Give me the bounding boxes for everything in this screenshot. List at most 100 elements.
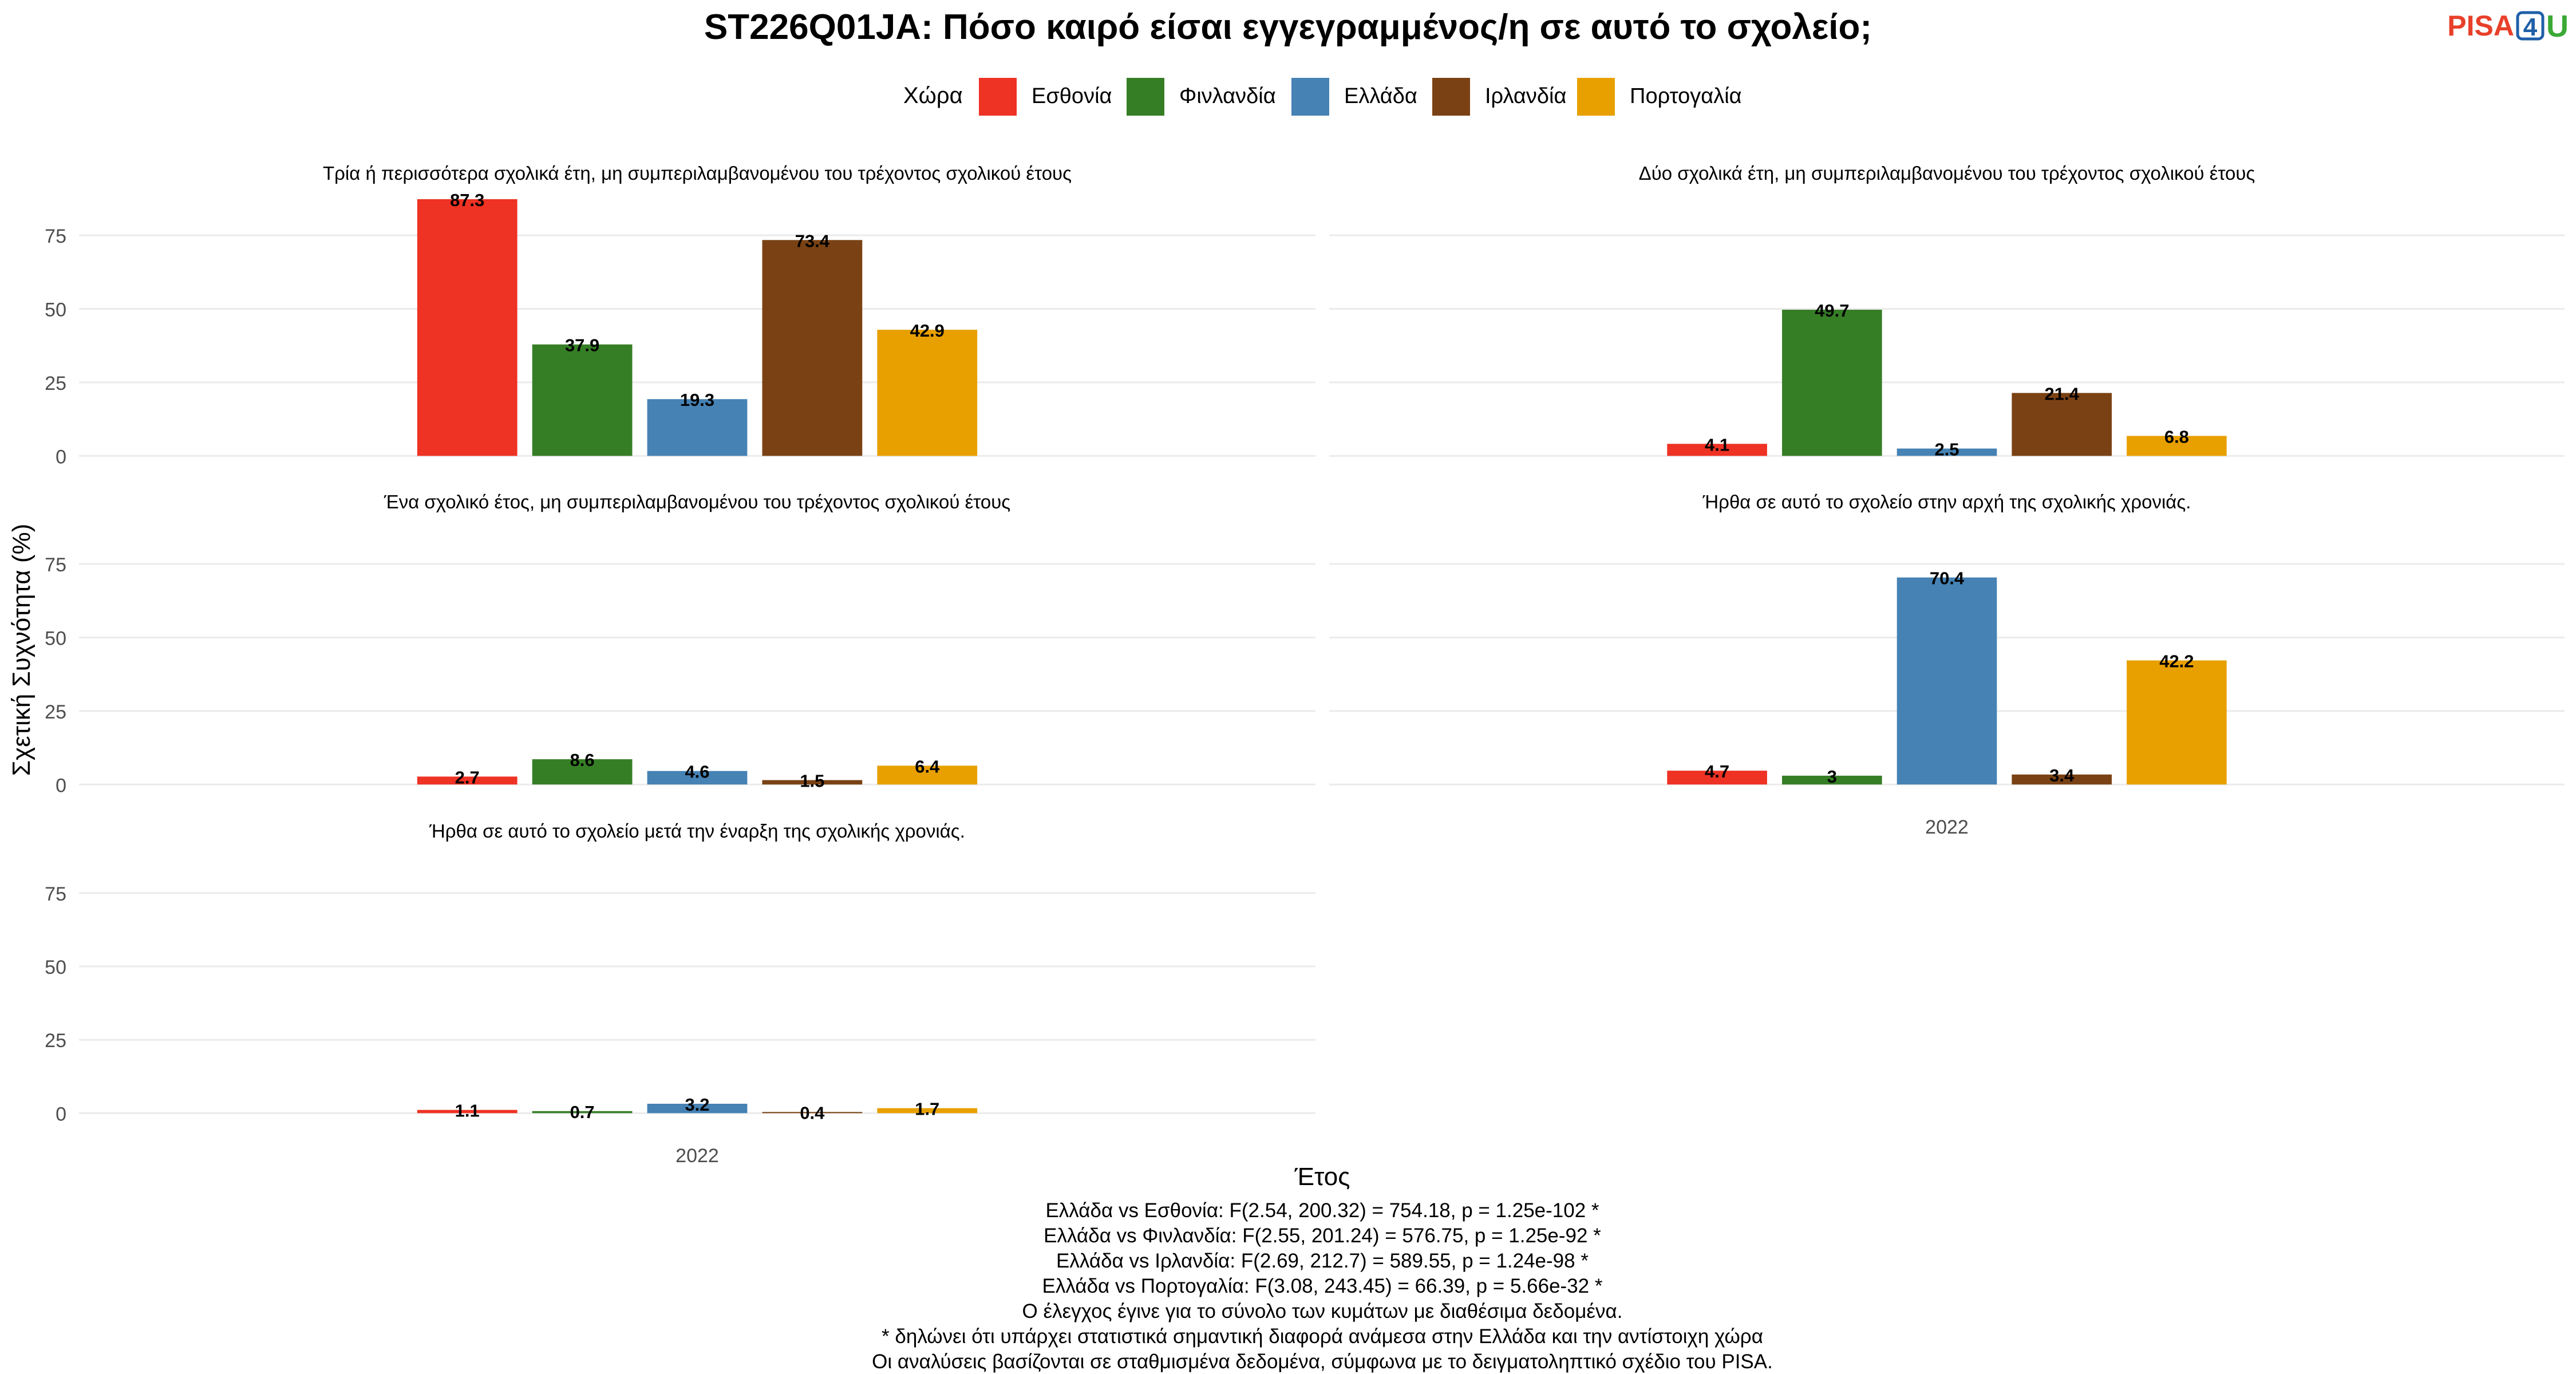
bar-value-label: 70.4 — [1930, 568, 1965, 589]
legend-entry: Ελλάδα — [1344, 84, 1417, 108]
legend-swatch — [1432, 78, 1470, 116]
bar — [877, 1108, 978, 1114]
bar-value-label: 2.5 — [1934, 439, 1959, 459]
y-tick-label: 50 — [45, 957, 66, 978]
bar — [1782, 310, 1882, 456]
bar — [762, 780, 863, 785]
facet-title: Ήρθα σε αυτό το σχολείο μετά την έναρξη … — [429, 820, 965, 842]
bar-value-label: 4.6 — [685, 762, 709, 782]
facet-panels: Τρία ή περισσότερα σχολικά έτη, μη συμπε… — [45, 163, 2565, 1167]
bar — [1897, 577, 1997, 785]
bar — [2012, 393, 2112, 456]
bar — [417, 776, 517, 785]
bar — [417, 1110, 517, 1114]
y-tick-label: 75 — [45, 883, 66, 905]
legend-swatch — [1291, 78, 1329, 116]
bar-value-label: 42.9 — [910, 321, 945, 341]
caption-line: Οι αναλύσεις βασίζονται σε σταθμισμένα δ… — [872, 1351, 1773, 1373]
x-tick-label: 2022 — [675, 1145, 719, 1167]
legend-title: Χώρα — [903, 83, 963, 108]
bar — [532, 1111, 633, 1114]
bar — [647, 1103, 748, 1114]
facet-panel: Ήρθα σε αυτό το σχολείο μετά την έναρξη … — [45, 820, 1315, 1167]
bar-value-label: 1.7 — [915, 1099, 939, 1119]
bar — [762, 240, 863, 456]
legend-entry: Πορτογαλία — [1630, 84, 1742, 108]
bar — [877, 329, 978, 456]
chart-title: ST226Q01JA: Πόσο καιρό είσαι εγγεγραμμέν… — [704, 7, 1872, 47]
bar — [1897, 448, 1997, 456]
legend-entry: Φινλανδία — [1179, 84, 1276, 108]
y-tick-label: 75 — [45, 226, 66, 247]
bar-value-label: 3.2 — [685, 1095, 709, 1115]
pisa4u-logo: PISA — [2447, 10, 2514, 42]
y-tick-label: 75 — [45, 554, 66, 576]
bar — [1782, 775, 1882, 785]
caption: Ελλάδα vs Εσθονία: F(2.54, 200.32) = 754… — [872, 1199, 1773, 1373]
bar-value-label: 1.5 — [800, 771, 824, 791]
bar-value-label: 19.3 — [680, 390, 714, 410]
legend-swatch — [1577, 78, 1615, 116]
bar-value-label: 8.6 — [570, 750, 595, 770]
caption-line: Ελλάδα vs Φινλανδία: F(2.55, 201.24) = 5… — [1044, 1225, 1601, 1247]
x-tick-label: 2022 — [1925, 816, 1969, 838]
bar-value-label: 1.1 — [455, 1101, 480, 1121]
bar — [2012, 774, 2112, 785]
bar — [1667, 444, 1767, 456]
bar — [762, 1112, 863, 1114]
bar — [2127, 660, 2227, 785]
bar-value-label: 4.1 — [1705, 435, 1729, 455]
bar — [647, 399, 748, 456]
bar — [1667, 771, 1767, 785]
caption-line: Ελλάδα vs Πορτογαλία: F(3.08, 243.45) = … — [1042, 1275, 1603, 1297]
bar-value-label: 42.2 — [2159, 652, 2194, 672]
bar — [2127, 436, 2227, 456]
bar-value-label: 73.4 — [795, 231, 830, 251]
bar — [532, 344, 633, 456]
facet-panel: Ένα σχολικό έτος, μη συμπεριλαμβανομένου… — [45, 491, 1315, 796]
y-tick-label: 25 — [45, 373, 66, 394]
logo-text-end: U — [2546, 9, 2569, 44]
x-axis-title: Έτος — [1294, 1163, 1350, 1191]
legend-swatch — [1127, 78, 1164, 116]
legend: Χώρα Εσθονία Φινλανδία Ελλάδα Ιρλανδία Πορτο… — [903, 78, 1742, 116]
bar-value-label: 0.4 — [800, 1103, 825, 1123]
caption-line: Ελλάδα vs Ιρλανδία: F(2.69, 212.7) = 589… — [1056, 1250, 1589, 1272]
bar-value-label: 21.4 — [2045, 384, 2080, 404]
y-tick-label: 0 — [56, 775, 66, 796]
y-tick-label: 25 — [45, 701, 66, 723]
facet-panel: Τρία ή περισσότερα σχολικά έτη, μη συμπε… — [45, 163, 1315, 468]
caption-line: * δηλώνει ότι υπάρχει στατιστικά σημαντι… — [882, 1325, 1763, 1348]
facet-panel: Δύο σχολικά έτη, μη συμπεριλαμβανομένου … — [1329, 163, 2565, 459]
y-tick-label: 0 — [56, 1103, 66, 1125]
legend-entry: Ιρλανδία — [1485, 84, 1566, 108]
y-axis-title: Σχετική Συχνότητα (%) — [7, 524, 35, 776]
bar-value-label: 0.7 — [570, 1102, 595, 1122]
logo-number: 4 — [2523, 13, 2538, 41]
bar-value-label: 37.9 — [565, 335, 599, 356]
caption-line: Ελλάδα vs Εσθονία: F(2.54, 200.32) = 754… — [1045, 1199, 1599, 1222]
bar-value-label: 6.4 — [915, 756, 940, 776]
logo-number-box — [2516, 11, 2545, 41]
bar-value-label: 87.3 — [450, 190, 484, 210]
facet-title: Τρία ή περισσότερα σχολικά έτη, μη συμπε… — [323, 163, 1072, 184]
bar-value-label: 2.7 — [455, 767, 480, 787]
bar — [417, 199, 517, 456]
facet-title: Δύο σχολικά έτη, μη συμπεριλαμβανομένου … — [1639, 163, 2255, 184]
bar — [532, 759, 633, 785]
bar-value-label: 49.7 — [1815, 301, 1849, 321]
y-tick-label: 50 — [45, 627, 66, 649]
logo-text-main: PISA — [2447, 10, 2514, 42]
facet-title: Ένα σχολικό έτος, μη συμπεριλαμβανομένου… — [384, 491, 1010, 512]
y-tick-label: 25 — [45, 1030, 66, 1052]
bar — [647, 771, 748, 785]
legend-swatch — [979, 78, 1017, 116]
facet-title: Ήρθα σε αυτό το σχολείο στην αρχή της σχ… — [1702, 491, 2191, 512]
caption-line: Ο έλεγχος έγινε για το σύνολο των κυμάτω… — [1022, 1300, 1623, 1322]
y-tick-label: 0 — [56, 446, 66, 468]
bar-value-label: 3 — [1827, 767, 1837, 787]
bar-value-label: 3.4 — [2049, 765, 2075, 785]
facet-panel: Ήρθα σε αυτό το σχολείο στην αρχή της σχ… — [1329, 491, 2565, 838]
y-tick-label: 50 — [45, 299, 66, 321]
